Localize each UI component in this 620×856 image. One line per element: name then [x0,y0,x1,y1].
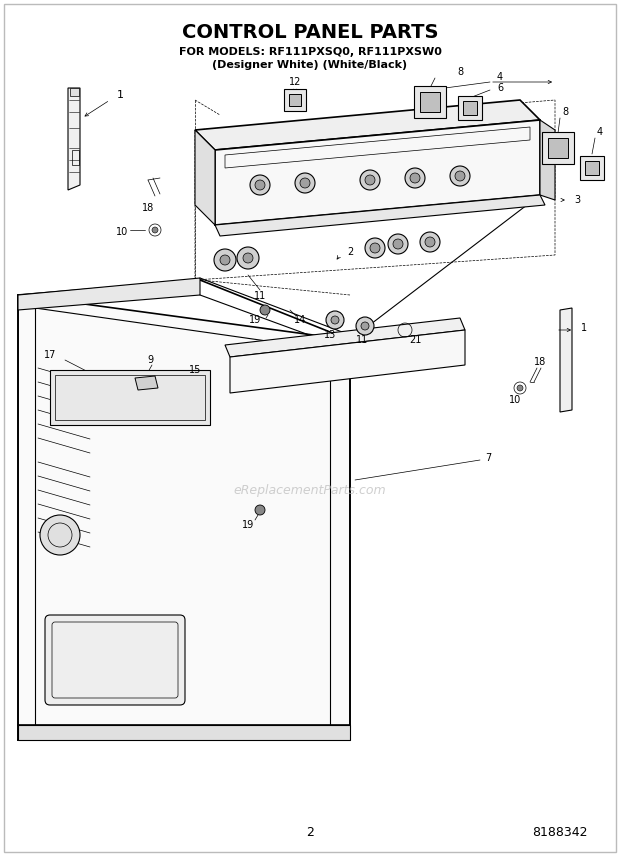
Polygon shape [542,132,574,164]
Text: 17: 17 [44,350,56,360]
Circle shape [517,385,523,391]
Text: 10: 10 [116,227,128,237]
FancyBboxPatch shape [45,615,185,705]
Text: 21: 21 [409,335,421,345]
Text: 6: 6 [497,83,503,93]
Polygon shape [414,86,446,118]
Polygon shape [289,94,301,106]
Polygon shape [458,96,482,120]
Circle shape [300,178,310,188]
Text: 14: 14 [294,315,306,325]
Circle shape [295,173,315,193]
Polygon shape [18,725,350,740]
Circle shape [260,305,270,315]
Text: 18: 18 [534,357,546,367]
Text: 1: 1 [117,90,123,100]
Polygon shape [540,120,555,200]
Text: 2: 2 [306,825,314,839]
Text: 10: 10 [509,395,521,405]
Text: 8: 8 [457,67,463,77]
Polygon shape [225,318,465,357]
Circle shape [326,311,344,329]
Text: 12: 12 [289,77,301,87]
Text: 19: 19 [249,315,261,325]
Text: 7: 7 [485,453,491,463]
Text: CONTROL PANEL PARTS: CONTROL PANEL PARTS [182,22,438,41]
Circle shape [214,249,236,271]
Polygon shape [230,330,465,393]
Polygon shape [548,138,568,158]
Polygon shape [70,88,79,96]
Circle shape [450,166,470,186]
Polygon shape [420,92,440,112]
Polygon shape [580,156,604,180]
Text: 18: 18 [142,203,154,213]
Text: 13: 13 [324,330,336,340]
Polygon shape [18,278,200,310]
Text: 11: 11 [356,335,368,345]
Circle shape [393,239,403,249]
Text: 3: 3 [574,195,580,205]
Polygon shape [135,376,158,390]
Polygon shape [560,308,572,412]
Circle shape [360,170,380,190]
Text: 11: 11 [254,291,266,301]
Circle shape [365,175,375,185]
Text: 8: 8 [562,107,568,117]
Text: 19: 19 [242,520,254,530]
Circle shape [331,316,339,324]
Polygon shape [18,295,350,740]
Circle shape [255,505,265,515]
Polygon shape [585,161,599,175]
Text: 15: 15 [189,365,201,375]
Polygon shape [562,316,571,328]
Circle shape [455,171,465,181]
Text: (Designer White) (White/Black): (Designer White) (White/Black) [213,60,407,70]
Circle shape [388,234,408,254]
Circle shape [410,173,420,183]
Polygon shape [215,195,545,236]
Circle shape [237,247,259,269]
Text: 9: 9 [147,355,153,365]
Polygon shape [68,88,80,190]
Polygon shape [215,120,540,225]
Circle shape [250,175,270,195]
Circle shape [255,180,265,190]
Text: 8188342: 8188342 [532,825,588,839]
Circle shape [405,168,425,188]
Circle shape [370,243,380,253]
Circle shape [220,255,230,265]
Text: 2: 2 [347,247,353,257]
Circle shape [420,232,440,252]
Circle shape [365,238,385,258]
Text: 4: 4 [597,127,603,137]
Circle shape [356,317,374,335]
Circle shape [40,515,80,555]
Bar [55,375,205,420]
Circle shape [425,237,435,247]
Bar [50,370,210,425]
Text: FOR MODELS: RF111PXSQ0, RF111PXSW0: FOR MODELS: RF111PXSQ0, RF111PXSW0 [179,47,441,57]
Circle shape [361,322,369,330]
Text: 1: 1 [581,323,587,333]
Polygon shape [195,130,215,225]
Polygon shape [195,100,540,150]
Text: 4: 4 [497,72,503,82]
Polygon shape [463,101,477,115]
Text: eReplacementParts.com: eReplacementParts.com [234,484,386,496]
Circle shape [152,227,158,233]
Polygon shape [284,89,306,111]
Circle shape [243,253,253,263]
